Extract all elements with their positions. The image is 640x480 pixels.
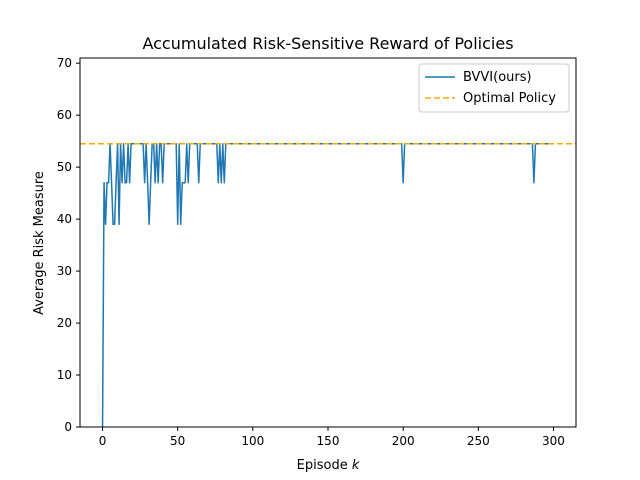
x-tick-label: 300 [542,434,565,448]
y-tick-label: 10 [57,368,72,382]
series-line-bvvi [101,143,554,428]
plot-area [79,57,577,428]
y-tick-label: 70 [57,56,72,70]
legend: BVVI(ours) Optimal Policy [418,63,570,113]
x-axis-label: Episode k [297,458,360,473]
y-tick-label: 20 [57,316,72,330]
x-axis-label-var: k [352,458,360,473]
y-tick-label: 40 [57,212,72,226]
legend-label-bvvi: BVVI(ours) [463,70,532,85]
plot-frame [79,57,577,428]
series-layer [80,143,576,428]
y-tick-label: 50 [57,160,72,174]
x-tick-label: 200 [392,434,415,448]
y-tick-label: 0 [64,420,72,434]
x-tick-label: 150 [317,434,340,448]
y-tick-label: 60 [57,108,72,122]
x-tick-label: 50 [170,434,185,448]
x-axis-label-prefix: Episode [297,458,352,473]
x-tick-label: 100 [241,434,264,448]
chart-title: Accumulated Risk-Sensitive Reward of Pol… [142,34,513,53]
x-tick-label: 250 [467,434,490,448]
x-axis: 0 50 100 150 200 250 300 [99,427,565,448]
legend-box [418,63,570,113]
y-axis-label: Average Risk Measure [32,171,47,315]
legend-label-optimal: Optimal Policy [463,91,556,106]
y-tick-label: 30 [57,264,72,278]
y-axis: 0 10 20 30 40 50 60 70 [57,56,80,434]
x-tick-label: 0 [99,434,107,448]
